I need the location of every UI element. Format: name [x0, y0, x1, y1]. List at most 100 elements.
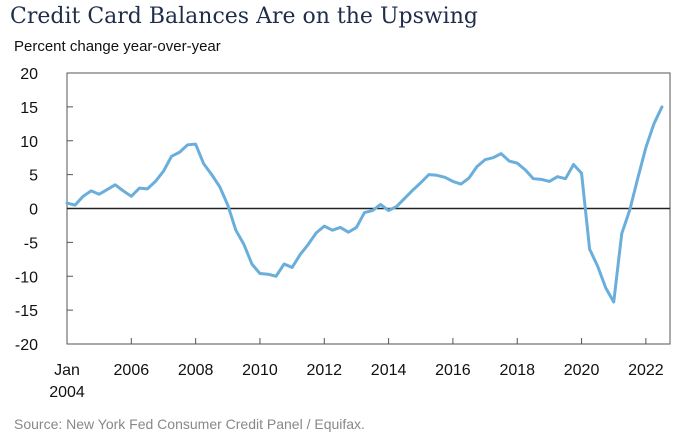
data-point: [532, 177, 535, 180]
data-point: [90, 189, 93, 192]
data-point: [540, 178, 543, 181]
data-point: [339, 226, 342, 229]
data-point: [596, 265, 599, 268]
data-point: [234, 229, 237, 232]
data-point: [363, 211, 366, 214]
y-axis: 20 15 10 5 0 -5 -10 -15 -20: [15, 66, 73, 354]
data-point: [347, 231, 350, 234]
data-point: [130, 195, 133, 198]
x-tick-label: 2014: [371, 362, 407, 379]
data-point: [476, 165, 479, 168]
data-point: [387, 209, 390, 212]
data-point: [379, 203, 382, 206]
x-tick-label: 2008: [178, 362, 214, 379]
data-point: [138, 187, 141, 190]
data-point: [492, 156, 495, 159]
data-point: [122, 189, 125, 192]
data-point: [275, 275, 278, 278]
data-point: [419, 181, 422, 184]
data-point: [612, 300, 615, 303]
x-axis: Jan 2004 2006 2008 2010 2012 2014 2016 2018 2020 2…: [49, 338, 664, 401]
x-tick-label: 2010: [242, 362, 278, 379]
data-point: [508, 160, 511, 163]
y-axis-label: Percent change year-over-year: [14, 38, 221, 55]
y-tick-label: 15: [20, 100, 38, 117]
data-point: [516, 162, 519, 165]
data-point: [524, 168, 527, 171]
data-point: [588, 248, 591, 251]
y-tick-label: -20: [15, 337, 38, 354]
data-point: [500, 152, 503, 155]
data-point: [636, 177, 639, 180]
data-point: [403, 197, 406, 200]
data-point: [435, 174, 438, 177]
data-point: [210, 173, 213, 176]
data-point: [74, 204, 77, 207]
data-point: [299, 253, 302, 256]
data-point: [146, 187, 149, 190]
x-tick-label: 2016: [435, 362, 471, 379]
data-point: [194, 143, 197, 146]
data-point: [451, 180, 454, 183]
data-point: [307, 243, 310, 246]
data-point: [580, 172, 583, 175]
x-tick-label: 2006: [114, 362, 150, 379]
data-point: [484, 158, 487, 161]
data-point: [258, 272, 261, 275]
data-point: [572, 163, 575, 166]
data-point: [226, 204, 229, 207]
data-point: [218, 185, 221, 188]
data-point: [170, 155, 173, 158]
data-point: [395, 205, 398, 208]
y-tick-label: 0: [29, 202, 38, 219]
data-point: [178, 151, 181, 154]
data-point: [443, 176, 446, 179]
data-point: [564, 177, 567, 180]
source-note: Source: New York Fed Consumer Credit Pan…: [14, 416, 365, 432]
data-point: [652, 122, 655, 125]
data-point: [548, 180, 551, 183]
y-tick-label: -10: [15, 269, 38, 286]
chart-title: Credit Card Balances Are on the Upswing: [10, 4, 478, 29]
data-point: [154, 180, 157, 183]
data-point: [628, 208, 631, 211]
x-tick-label: 2022: [628, 362, 664, 379]
x-tick-label: Jan: [54, 362, 80, 379]
data-point: [315, 231, 318, 234]
data-point: [267, 273, 270, 276]
y-tick-label: 10: [20, 134, 38, 151]
data-point: [106, 188, 109, 191]
data-point: [250, 263, 253, 266]
data-point: [98, 193, 101, 196]
data-point: [644, 146, 647, 149]
data-point: [323, 225, 326, 228]
x-tick-label: 2018: [499, 362, 535, 379]
y-tick-label: 20: [20, 66, 38, 83]
data-point: [242, 243, 245, 246]
x-tick-label: 2020: [564, 362, 600, 379]
data-point: [186, 143, 189, 146]
data-point: [604, 286, 607, 289]
data-point: [371, 209, 374, 212]
data-point: [202, 162, 205, 165]
data-point: [66, 202, 69, 205]
data-point: [660, 105, 663, 108]
y-tick-label: 5: [29, 168, 38, 185]
data-point: [620, 232, 623, 235]
y-tick-label: -15: [15, 303, 38, 320]
data-point: [291, 266, 294, 269]
x-tick-label: 2012: [306, 362, 342, 379]
data-point: [355, 226, 358, 229]
data-point: [411, 189, 414, 192]
data-point: [283, 263, 286, 266]
data-point: [427, 173, 430, 176]
data-point: [162, 170, 165, 173]
x-tick-label: 2004: [49, 384, 85, 401]
data-point: [468, 177, 471, 180]
data-point: [82, 195, 85, 198]
y-tick-label: -5: [24, 235, 38, 252]
data-points: [66, 105, 664, 303]
data-point: [331, 229, 334, 232]
data-point: [114, 183, 117, 186]
